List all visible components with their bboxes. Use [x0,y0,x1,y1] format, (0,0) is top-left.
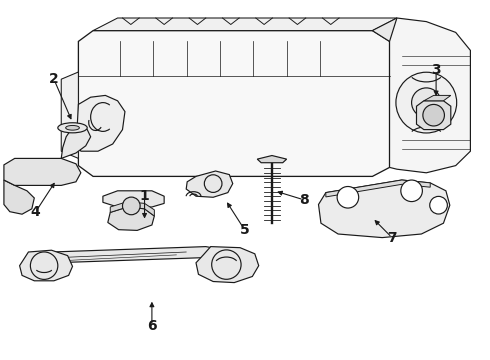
Polygon shape [424,95,451,101]
Polygon shape [4,180,34,214]
Ellipse shape [66,126,79,130]
Polygon shape [93,18,397,31]
Polygon shape [108,207,154,230]
Circle shape [337,186,359,208]
Polygon shape [78,31,390,176]
Polygon shape [4,158,81,185]
Circle shape [401,180,422,202]
Text: 2: 2 [49,72,59,86]
Text: 6: 6 [147,319,157,333]
Circle shape [396,72,457,133]
Polygon shape [76,95,125,151]
Polygon shape [257,156,287,163]
Polygon shape [372,18,397,167]
Polygon shape [103,191,164,207]
Circle shape [412,88,441,117]
Polygon shape [326,180,430,197]
Text: 8: 8 [299,193,309,207]
Text: 1: 1 [140,189,149,203]
Circle shape [430,197,447,214]
Polygon shape [61,127,91,158]
Circle shape [423,104,444,126]
Polygon shape [61,72,78,158]
Polygon shape [196,247,259,283]
Polygon shape [390,18,470,173]
Text: 4: 4 [30,206,40,219]
Polygon shape [110,202,154,216]
Polygon shape [44,247,218,263]
Polygon shape [416,101,451,130]
Text: 7: 7 [387,231,397,244]
Polygon shape [318,180,450,238]
Polygon shape [186,171,233,197]
Text: 3: 3 [431,63,441,77]
Polygon shape [20,250,73,281]
Text: 5: 5 [240,224,250,237]
Circle shape [122,197,140,215]
Ellipse shape [58,123,87,133]
